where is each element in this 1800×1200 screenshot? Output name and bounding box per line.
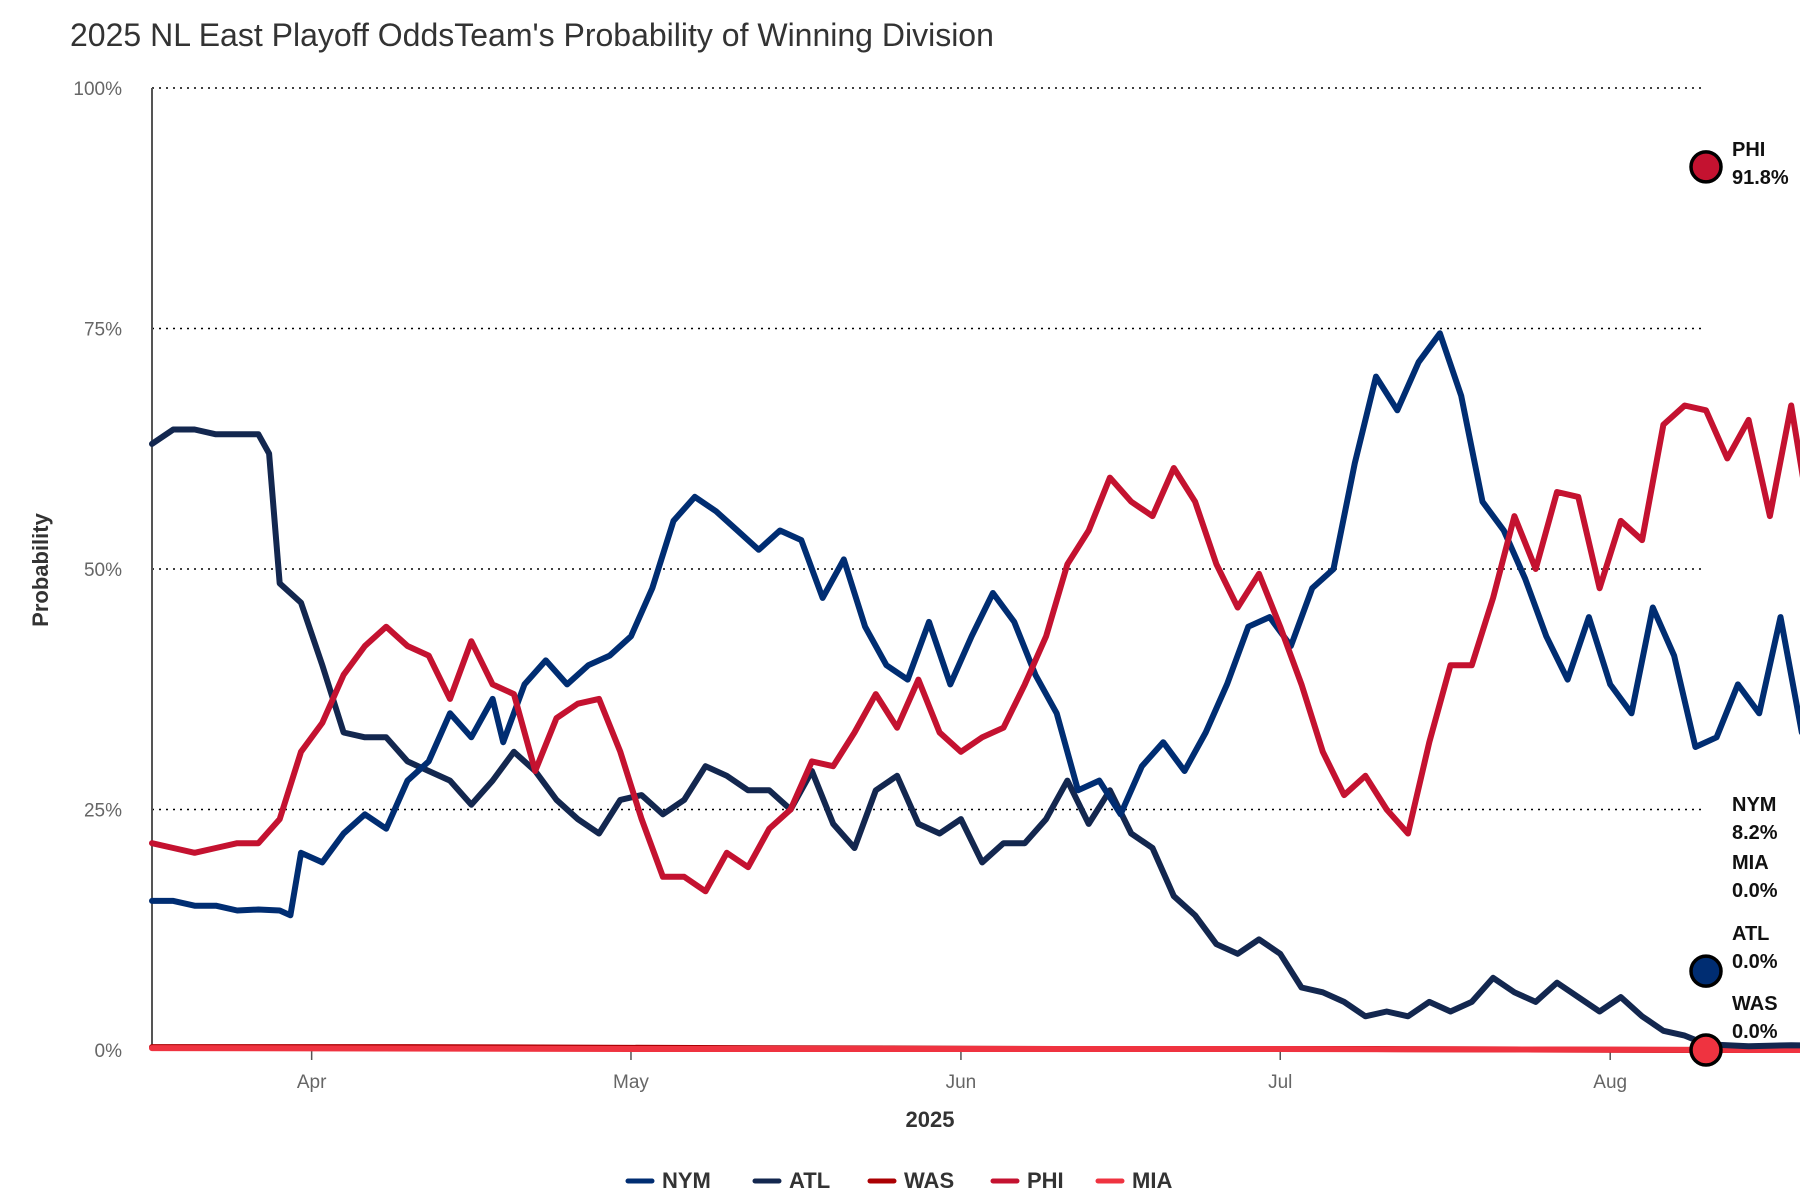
y-tick-label: 100%: [73, 79, 122, 100]
series-line-mia: [149, 1045, 1800, 1053]
series-line-phi: [149, 402, 1800, 895]
end-marker-nym: [1689, 954, 1723, 988]
legend-label-phi[interactable]: PHI: [1027, 1168, 1064, 1193]
end-label-team-phi: PHI: [1732, 139, 1765, 161]
x-tick-label: Jul: [1268, 1072, 1292, 1093]
chart-title: 2025 NL East Playoff OddsTeam's Probabil…: [70, 17, 994, 53]
y-tick-label: 0%: [95, 1041, 123, 1062]
end-markers: [1689, 150, 1723, 1067]
end-label-value-phi: 91.8%: [1732, 167, 1789, 189]
x-axis-title: 2025: [906, 1107, 955, 1132]
y-tick-label: 50%: [84, 560, 122, 581]
legend-label-nym[interactable]: NYM: [662, 1168, 711, 1193]
series-lines: [149, 330, 1800, 1053]
legend: NYM ATL WAS PHI MIA: [625, 1168, 1172, 1193]
end-label-value-mia: 0.0%: [1732, 880, 1778, 902]
grid-lines: [152, 87, 1706, 811]
end-label-value-was: 0.0%: [1732, 1021, 1778, 1043]
series-line-atl: [149, 426, 1800, 1050]
x-axis-ticks: Apr May Jun Jul Aug: [297, 1050, 1627, 1093]
end-label-team-mia: MIA: [1732, 852, 1769, 874]
y-axis-ticks: 0% 25% 50% 75% 100%: [73, 79, 122, 1062]
legend-label-mia[interactable]: MIA: [1132, 1168, 1172, 1193]
legend-label-was[interactable]: WAS: [904, 1168, 954, 1193]
series-line-nym: [149, 330, 1800, 919]
end-label-team-atl: ATL: [1732, 923, 1769, 945]
end-label-value-atl: 0.0%: [1732, 951, 1778, 973]
end-label-value-nym: 8.2%: [1732, 822, 1778, 844]
end-labels: PHI 91.8% NYM 8.2% MIA 0.0% ATL 0.0% WAS 0.0%: [1732, 139, 1789, 1043]
end-label-team-nym: NYM: [1732, 794, 1776, 816]
y-axis-title: Probability: [28, 512, 53, 626]
y-tick-label: 25%: [84, 801, 122, 822]
x-tick-label: Aug: [1593, 1072, 1627, 1093]
end-marker-mia: [1689, 1033, 1723, 1067]
end-marker-phi: [1689, 150, 1723, 184]
x-tick-label: May: [613, 1072, 649, 1093]
x-tick-label: Apr: [297, 1072, 327, 1093]
y-tick-label: 75%: [84, 320, 122, 341]
legend-label-atl[interactable]: ATL: [789, 1168, 830, 1193]
end-label-team-was: WAS: [1732, 993, 1778, 1015]
x-tick-label: Jun: [946, 1072, 977, 1093]
